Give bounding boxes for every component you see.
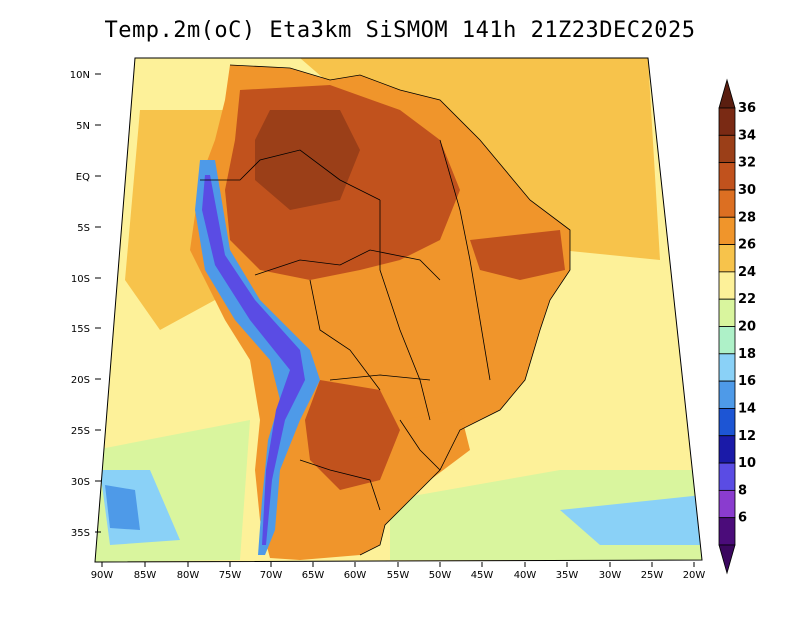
chaco-hot-region [305, 380, 400, 490]
ocean-coldest-patch [105, 485, 140, 530]
colorbar-level-label: 16 [738, 374, 756, 389]
colorbar-level-label: 34 [738, 128, 756, 143]
lon-tick-80w: 80W [177, 562, 200, 581]
south-brazil-region [400, 410, 470, 480]
lat-tick-30s: 30S [71, 477, 101, 488]
lon-label-70w: 70W [260, 570, 283, 581]
lon-tick-30w: 30W [599, 562, 622, 581]
lat-label-eq: EQ [76, 172, 90, 183]
andes-coldest-strip [202, 175, 305, 545]
lat-tick-eq: EQ [76, 172, 101, 183]
colorbar-level-label: 32 [738, 156, 756, 171]
lon-label-25w: 25W [641, 570, 664, 581]
lon-tick-55w: 55W [387, 562, 410, 581]
lon-label-85w: 85W [134, 570, 157, 581]
lon-tick-35w: 35W [556, 562, 579, 581]
lon-label-20w: 20W [683, 570, 706, 581]
map-title: Temp.2m(oC) Eta3km SiSMOM 141h 21Z23DEC2… [104, 18, 696, 43]
colorbar-level-label: 36 [738, 101, 756, 116]
lon-tick-40w: 40W [514, 562, 537, 581]
colorbar-swatch [718, 134, 736, 164]
lat-tick-5s: 5S [77, 223, 101, 234]
colorbar-level-label: 20 [738, 320, 756, 335]
lon-label-45w: 45W [471, 570, 494, 581]
lat-tick-20s: 20S [71, 375, 101, 386]
colorbar-swatch [718, 271, 736, 300]
colorbar-swatch [718, 244, 736, 273]
lat-label-20s: 20S [71, 375, 90, 386]
colorbar-swatch [718, 298, 736, 327]
lon-tick-75w: 75W [219, 562, 242, 581]
lat-tick-10s: 10S [71, 274, 101, 285]
colorbar-swatch [718, 353, 736, 382]
lon-label-30w: 30W [599, 570, 622, 581]
temperature-field [95, 58, 702, 562]
lon-label-35w: 35W [556, 570, 579, 581]
lat-label-5s: 5S [77, 223, 90, 234]
colorbar-level-label: 8 [738, 483, 747, 498]
lat-label-5n: 5N [76, 121, 90, 132]
lon-label-65w: 65W [302, 570, 325, 581]
ocean-cold-patch-east [560, 495, 702, 545]
lon-tick-20w: 20W [683, 562, 706, 581]
lat-tick-10n: 10N [70, 70, 101, 81]
colorbar-swatch [718, 408, 736, 437]
colorbar-level-label: 30 [738, 183, 756, 198]
colorbar-level-label: 28 [738, 210, 756, 225]
lat-tick-5n: 5N [76, 121, 101, 132]
lon-tick-85w: 85W [134, 562, 157, 581]
colorbar-level-label: 10 [738, 456, 756, 471]
lat-label-10s: 10S [71, 274, 90, 285]
colorbar-top-arrow [718, 78, 736, 109]
lon-tick-70w: 70W [260, 562, 283, 581]
lat-label-30s: 30S [71, 477, 90, 488]
colorbar-level-label: 22 [738, 292, 756, 307]
colorbar-swatch [718, 326, 736, 355]
lon-tick-90w: 90W [91, 562, 114, 581]
colorbar-swatch [718, 435, 736, 464]
colorbar-level-label: 24 [738, 265, 756, 280]
map-frame [94, 57, 703, 563]
colorbar-bottom-arrow [718, 544, 736, 575]
lon-label-40w: 40W [514, 570, 537, 581]
lon-tick-60w: 60W [344, 562, 367, 581]
lat-tick-15s: 15S [71, 324, 101, 335]
latitude-axis: 10N 5N EQ 5S 10S 15S 20S 25S 30S 35S [70, 70, 101, 539]
political-borders [200, 64, 571, 556]
lon-tick-45w: 45W [471, 562, 494, 581]
lon-label-50w: 50W [429, 570, 452, 581]
lat-label-10n: 10N [70, 70, 90, 81]
lon-tick-25w: 25W [641, 562, 664, 581]
colorbar-swatch [718, 517, 736, 546]
lon-label-60w: 60W [344, 570, 367, 581]
colorbar-swatch [718, 107, 736, 136]
northeast-hot-region [470, 230, 565, 280]
lat-tick-35s: 35S [71, 528, 101, 539]
colorbar: 36 34 32 30 28 26 24 22 20 18 16 14 12 10 8 6 [718, 78, 756, 575]
lat-label-25s: 25S [71, 426, 90, 437]
lat-label-15s: 15S [71, 324, 90, 335]
lon-label-55w: 55W [387, 570, 410, 581]
lon-tick-65w: 65W [302, 562, 325, 581]
colorbar-swatch [718, 462, 736, 491]
colorbar-level-label: 18 [738, 347, 756, 362]
lon-label-80w: 80W [177, 570, 200, 581]
lat-label-35s: 35S [71, 528, 90, 539]
lon-tick-50w: 50W [429, 562, 452, 581]
colorbar-level-label: 12 [738, 429, 756, 444]
colorbar-level-label: 26 [738, 238, 756, 253]
lat-tick-25s: 25S [71, 426, 101, 437]
colorbar-swatch [718, 189, 736, 218]
amazon-very-hot-core [255, 110, 360, 210]
colorbar-swatch [718, 489, 736, 519]
lon-label-75w: 75W [219, 570, 242, 581]
colorbar-swatch [718, 162, 736, 191]
colorbar-swatch [718, 380, 736, 409]
colorbar-swatch [718, 216, 736, 245]
colorbar-level-label: 6 [738, 511, 747, 526]
lon-label-90w: 90W [91, 570, 114, 581]
colorbar-level-label: 14 [738, 401, 756, 416]
longitude-axis: 90W 85W 80W 75W 70W 65W 60W 55W 50W 45W … [91, 562, 706, 581]
